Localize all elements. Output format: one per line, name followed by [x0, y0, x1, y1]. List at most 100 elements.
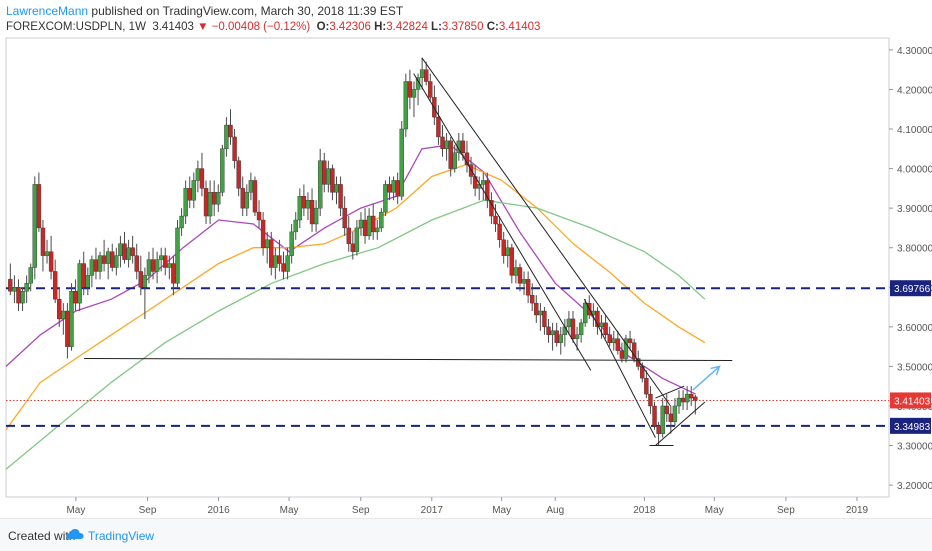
candle-body: [689, 393, 694, 399]
candle-body: [36, 184, 42, 229]
x-tick-label: Sep: [352, 505, 370, 516]
close-label: C:: [486, 21, 499, 33]
x-tick-label: Aug: [546, 505, 564, 516]
trendline: [413, 73, 592, 371]
candle-body: [326, 168, 331, 185]
candle-body: [481, 180, 486, 185]
candle-body: [407, 81, 413, 98]
symbol-bar: FOREXCOM:USDPLN, 1W 3.41403 ▼ −0.00408 (…: [6, 20, 540, 34]
candle-body: [146, 259, 152, 276]
candle-body: [236, 160, 241, 189]
candle-body: [501, 239, 506, 256]
candle-body: [334, 184, 339, 193]
y-tick-label: 4.20000: [897, 85, 932, 96]
candle-body: [285, 255, 290, 272]
candle-body: [383, 184, 388, 213]
candle-body: [207, 192, 213, 217]
candle-body: [89, 259, 95, 276]
candle-body: [224, 124, 229, 149]
candle-body: [289, 231, 294, 256]
candle-body: [424, 69, 429, 82]
price-change: −0.00408 (−0.12%): [211, 21, 311, 33]
candle-body: [623, 338, 629, 359]
candle-body: [150, 259, 156, 272]
candle-body: [370, 215, 376, 233]
candle-body: [330, 168, 335, 193]
projection-arrow-head: [710, 365, 721, 376]
high-label: H:: [374, 21, 387, 33]
x-tick-label: May: [492, 505, 511, 516]
trendline: [84, 358, 733, 361]
open-label: O:: [316, 21, 330, 33]
candle-body: [525, 279, 531, 296]
candle-body: [570, 318, 576, 339]
candle-body: [93, 259, 99, 272]
trendline: [583, 298, 656, 438]
candle-body: [627, 338, 633, 343]
publish-header: LawrenceMann published on TradingView.co…: [6, 4, 403, 18]
candle-body: [534, 302, 539, 316]
candle-body: [517, 267, 523, 284]
y-tick-label: 4.30000: [897, 46, 932, 57]
last-price: 3.41403: [152, 21, 194, 33]
x-tick-label: May: [66, 505, 85, 516]
candle-body: [566, 318, 572, 328]
x-tick-label: May: [705, 505, 724, 516]
candle-body: [305, 200, 311, 209]
candle-body: [338, 184, 343, 209]
price-label-box: [890, 280, 931, 297]
candle-body: [399, 128, 404, 197]
price-chart[interactable]: 4.30000 4.20000 4.10000 4.00000 3.90000 3.800…: [0, 0, 932, 518]
close-value: 3.41403: [498, 21, 541, 33]
candle-body: [530, 294, 535, 304]
symbol-name[interactable]: FOREXCOM:USDPLN, 1W: [6, 21, 146, 33]
candle-body: [277, 255, 282, 264]
candle-body: [578, 322, 584, 335]
candle-body: [595, 310, 600, 328]
candle-body: [97, 255, 103, 272]
candle-body: [281, 263, 286, 272]
trendline: [655, 401, 706, 446]
candle-body: [664, 405, 669, 415]
y-tick-label: 3.90000: [897, 204, 932, 215]
candle-body: [558, 334, 563, 343]
candle-body: [448, 140, 453, 169]
candle-body: [252, 180, 258, 213]
x-tick-label: Sep: [777, 505, 795, 516]
candle-body: [342, 207, 347, 229]
candle-body: [244, 192, 250, 209]
candle-body: [260, 219, 266, 248]
candle-body: [419, 69, 425, 78]
candle-body: [240, 188, 245, 209]
candle-body: [195, 168, 201, 181]
candle-body: [554, 330, 559, 343]
candle-body: [211, 192, 217, 205]
candle-body: [684, 393, 690, 403]
candle-body: [452, 152, 457, 169]
candle-body: [505, 247, 510, 256]
candle-body: [648, 393, 653, 407]
candle-body: [615, 338, 621, 351]
candle-body: [672, 405, 678, 423]
ma-line-slow: [5, 199, 706, 470]
candle-body: [199, 168, 205, 189]
candle-body: [101, 255, 107, 264]
candle-body: [167, 263, 172, 268]
footer-bar: Created with TradingView: [0, 518, 932, 551]
candle-body: [358, 219, 364, 229]
candle-body: [362, 219, 368, 237]
y-tick-label: 4.00000: [897, 165, 932, 176]
candle-body: [220, 148, 225, 193]
author-link[interactable]: LawrenceMann: [6, 4, 89, 18]
down-arrow-icon: ▼: [197, 21, 209, 33]
candle-body: [301, 196, 307, 209]
candle-body: [611, 338, 616, 343]
candle-body: [171, 263, 176, 284]
tradingview-brand-link[interactable]: TradingView: [88, 529, 155, 543]
candle-body: [656, 425, 661, 434]
trendline: [421, 57, 671, 407]
low-label: L:: [431, 21, 442, 33]
candle-body: [48, 251, 54, 272]
price-label-text: 3.69766: [894, 284, 931, 295]
candle-body: [52, 271, 58, 300]
